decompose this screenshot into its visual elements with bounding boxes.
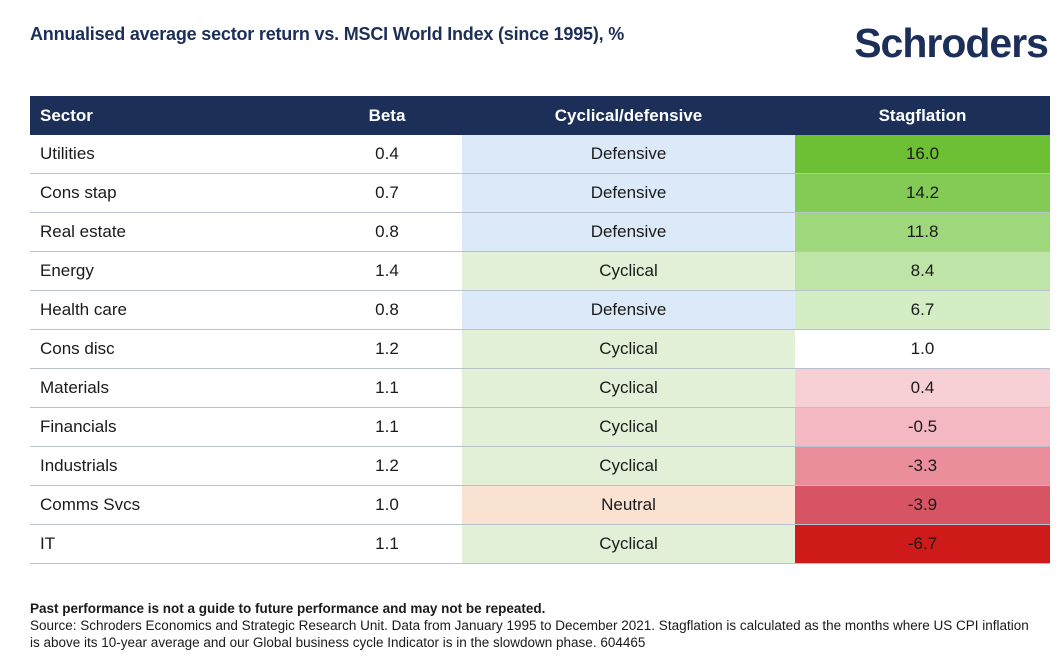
classification-cell: Cyclical (462, 251, 795, 291)
table-header-row: Sector Beta Cyclical/defensive Stagflati… (30, 96, 1050, 135)
beta-cell: 1.1 (312, 407, 462, 447)
classification-cell: Cyclical (462, 524, 795, 564)
stagflation-cell: 11.8 (795, 212, 1050, 252)
classification-cell: Defensive (462, 135, 795, 174)
sector-cell: Cons stap (30, 173, 312, 213)
classification-cell: Cyclical (462, 407, 795, 447)
sector-cell: Financials (30, 407, 312, 447)
stagflation-cell: 8.4 (795, 251, 1050, 291)
column-header-classification: Cyclical/defensive (462, 96, 795, 135)
sector-cell: Energy (30, 251, 312, 291)
stagflation-cell: 14.2 (795, 173, 1050, 213)
source-note: Source: Schroders Economics and Strategi… (30, 618, 1029, 650)
classification-cell: Neutral (462, 485, 795, 525)
classification-cell: Cyclical (462, 329, 795, 369)
classification-cell: Defensive (462, 173, 795, 213)
stagflation-cell: 0.4 (795, 368, 1050, 408)
beta-cell: 0.4 (312, 135, 462, 174)
beta-cell: 0.8 (312, 290, 462, 330)
sector-cell: Materials (30, 368, 312, 408)
table-row: Real estate 0.8 Defensive 11.8 (30, 212, 1050, 252)
beta-cell: 0.7 (312, 173, 462, 213)
table-row: Financials 1.1 Cyclical -0.5 (30, 407, 1050, 447)
sector-cell: Cons disc (30, 329, 312, 369)
schroders-logo: Schroders (854, 20, 1049, 66)
sector-return-table: Sector Beta Cyclical/defensive Stagflati… (30, 96, 1050, 564)
footer-notes: Past performance is not a guide to futur… (30, 600, 1040, 651)
table-row: Energy 1.4 Cyclical 8.4 (30, 251, 1050, 291)
table-row: Comms Svcs 1.0 Neutral -3.9 (30, 485, 1050, 525)
stagflation-cell: -6.7 (795, 524, 1050, 564)
beta-cell: 1.1 (312, 368, 462, 408)
performance-disclaimer: Past performance is not a guide to futur… (30, 601, 546, 616)
sector-cell: Industrials (30, 446, 312, 486)
beta-cell: 1.2 (312, 446, 462, 486)
stagflation-cell: 6.7 (795, 290, 1050, 330)
classification-cell: Cyclical (462, 368, 795, 408)
sector-cell: Health care (30, 290, 312, 330)
table-row: Utilities 0.4 Defensive 16.0 (30, 135, 1050, 174)
beta-cell: 0.8 (312, 212, 462, 252)
stagflation-cell: -0.5 (795, 407, 1050, 447)
table-row: Materials 1.1 Cyclical 0.4 (30, 368, 1050, 408)
stagflation-cell: 16.0 (795, 135, 1050, 174)
table-row: IT 1.1 Cyclical -6.7 (30, 524, 1050, 564)
sector-cell: IT (30, 524, 312, 564)
beta-cell: 1.0 (312, 485, 462, 525)
sector-cell: Utilities (30, 135, 312, 174)
stagflation-cell: -3.3 (795, 446, 1050, 486)
column-header-stagflation: Stagflation (795, 96, 1050, 135)
classification-cell: Defensive (462, 290, 795, 330)
classification-cell: Cyclical (462, 446, 795, 486)
table-body: Utilities 0.4 Defensive 16.0 Cons stap 0.7 Def… (30, 135, 1050, 564)
beta-cell: 1.4 (312, 251, 462, 291)
stagflation-cell: 1.0 (795, 329, 1050, 369)
table-row: Health care 0.8 Defensive 6.7 (30, 290, 1050, 330)
classification-cell: Defensive (462, 212, 795, 252)
column-header-beta: Beta (312, 96, 462, 135)
table-row: Industrials 1.2 Cyclical -3.3 (30, 446, 1050, 486)
beta-cell: 1.1 (312, 524, 462, 564)
chart-title: Annualised average sector return vs. MSC… (30, 24, 625, 44)
sector-cell: Comms Svcs (30, 485, 312, 525)
stagflation-cell: -3.9 (795, 485, 1050, 525)
table-row: Cons stap 0.7 Defensive 14.2 (30, 173, 1050, 213)
column-header-sector: Sector (30, 96, 312, 135)
sector-cell: Real estate (30, 212, 312, 252)
beta-cell: 1.2 (312, 329, 462, 369)
table-row: Cons disc 1.2 Cyclical 1.0 (30, 329, 1050, 369)
